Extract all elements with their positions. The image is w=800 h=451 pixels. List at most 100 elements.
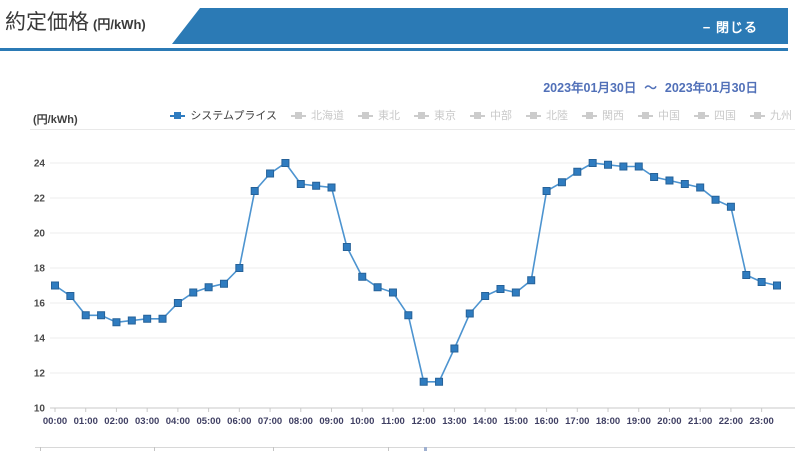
data-point[interactable] [604, 160, 613, 169]
data-point[interactable] [97, 311, 106, 320]
data-point[interactable] [634, 162, 643, 171]
x-tick-label: 22:00 [719, 416, 743, 427]
date-range-separator: ～ [644, 81, 657, 95]
data-point[interactable] [650, 173, 659, 181]
navigator-tick [154, 447, 155, 451]
data-point[interactable] [127, 316, 136, 325]
data-point[interactable] [327, 183, 336, 192]
data-point[interactable] [527, 276, 536, 285]
data-point[interactable] [726, 202, 735, 211]
legend-series-marker-icon [470, 111, 485, 120]
legend-item-8[interactable]: 四国 [694, 107, 736, 123]
legend-item-0[interactable]: システムプライス [170, 107, 277, 123]
data-point[interactable] [204, 283, 213, 292]
data-point[interactable] [219, 279, 228, 288]
data-point[interactable] [250, 187, 259, 195]
y-tick-label: 22 [34, 194, 46, 205]
date-range: 2023年01月30日 ～ 2023年01月30日 [543, 77, 758, 96]
data-point[interactable] [51, 281, 59, 290]
data-point[interactable] [173, 299, 182, 307]
legend-item-label: 東北 [378, 110, 400, 122]
legend-series-marker-icon [638, 111, 653, 120]
x-tick-label: 13:00 [442, 416, 466, 427]
x-tick-label: 06:00 [227, 416, 251, 427]
legend-item-5[interactable]: 北陸 [526, 107, 568, 123]
data-point[interactable] [542, 187, 551, 195]
data-point[interactable] [112, 318, 121, 327]
data-point[interactable] [588, 159, 597, 167]
legend-series-marker-icon [414, 111, 429, 120]
data-point[interactable] [358, 272, 367, 281]
navigator-tick [388, 447, 389, 451]
y-axis: 24 22 20 18 16 14 12 10 [34, 159, 795, 415]
legend-item-7[interactable]: 中国 [638, 107, 680, 123]
data-point[interactable] [557, 178, 566, 187]
x-tick-label: 19:00 [627, 416, 651, 427]
data-point[interactable] [189, 288, 198, 297]
data-point[interactable] [342, 243, 351, 251]
legend-item-label: システムプライス [190, 110, 277, 122]
legend-item-2[interactable]: 東北 [358, 107, 400, 123]
y-tick-label: 12 [34, 369, 46, 380]
legend-item-4[interactable]: 中部 [470, 107, 512, 123]
data-point[interactable] [680, 180, 689, 188]
data-point[interactable] [465, 309, 474, 318]
legend-item-label: 九州 [770, 110, 792, 122]
data-point[interactable] [619, 162, 628, 171]
data-point[interactable] [388, 288, 397, 297]
legend-item-3[interactable]: 東京 [414, 107, 456, 123]
data-point[interactable] [81, 311, 90, 320]
x-tick-label: 02:00 [104, 416, 128, 427]
data-point[interactable] [711, 195, 720, 204]
header-underline [0, 48, 788, 51]
data-point[interactable] [404, 311, 413, 320]
data-point[interactable] [419, 377, 428, 386]
data-point[interactable] [435, 377, 444, 386]
legend-item-6[interactable]: 関西 [582, 107, 624, 123]
data-point[interactable] [158, 314, 167, 323]
data-point[interactable] [481, 292, 490, 300]
data-point[interactable] [757, 278, 766, 286]
collapse-panel-button[interactable]: − 閉じる [697, 8, 764, 44]
x-tick-label: 03:00 [135, 416, 159, 427]
data-point[interactable] [266, 169, 275, 178]
x-tick-label: 12:00 [412, 416, 436, 427]
legend-series-marker-icon [291, 111, 306, 120]
x-tick-label: 09:00 [319, 416, 343, 427]
legend-item-9[interactable]: 九州 [750, 107, 792, 123]
x-tick-label: 08:00 [289, 416, 313, 427]
series-line [54, 161, 778, 383]
data-point[interactable] [696, 183, 705, 192]
data-point[interactable] [450, 344, 459, 353]
data-point[interactable] [312, 181, 321, 190]
legend-item-1[interactable]: 北海道 [291, 107, 344, 123]
data-point[interactable] [742, 271, 751, 279]
data-point[interactable] [573, 167, 582, 176]
navigator-tick [40, 447, 41, 451]
data-point[interactable] [665, 176, 674, 185]
page-title-text: 約定価格 [5, 11, 89, 34]
data-point[interactable] [143, 314, 152, 323]
x-tick-label: 21:00 [688, 416, 712, 427]
data-point[interactable] [296, 180, 305, 188]
data-point[interactable] [235, 264, 244, 272]
y-axis-unit-label: (円/kWh) [33, 114, 78, 126]
data-point[interactable] [496, 285, 505, 293]
y-tick-label: 20 [34, 229, 46, 240]
legend-series-marker-icon [694, 111, 709, 120]
navigator-handle[interactable] [424, 447, 427, 451]
data-point[interactable] [66, 292, 75, 300]
legend-series-marker-icon [526, 111, 541, 120]
data-point[interactable] [511, 288, 520, 297]
x-tick-label: 11:00 [381, 416, 405, 427]
data-point[interactable] [281, 159, 290, 167]
x-tick-label: 17:00 [565, 416, 589, 427]
legend-series-marker-icon [750, 111, 765, 120]
legend-item-label: 北陸 [546, 110, 568, 122]
data-point[interactable] [773, 281, 781, 290]
navigator-strip[interactable] [35, 447, 795, 451]
data-point[interactable] [373, 283, 382, 292]
date-range-start: 2023年01月30日 [543, 81, 637, 95]
legend-series-marker-icon [170, 111, 186, 120]
